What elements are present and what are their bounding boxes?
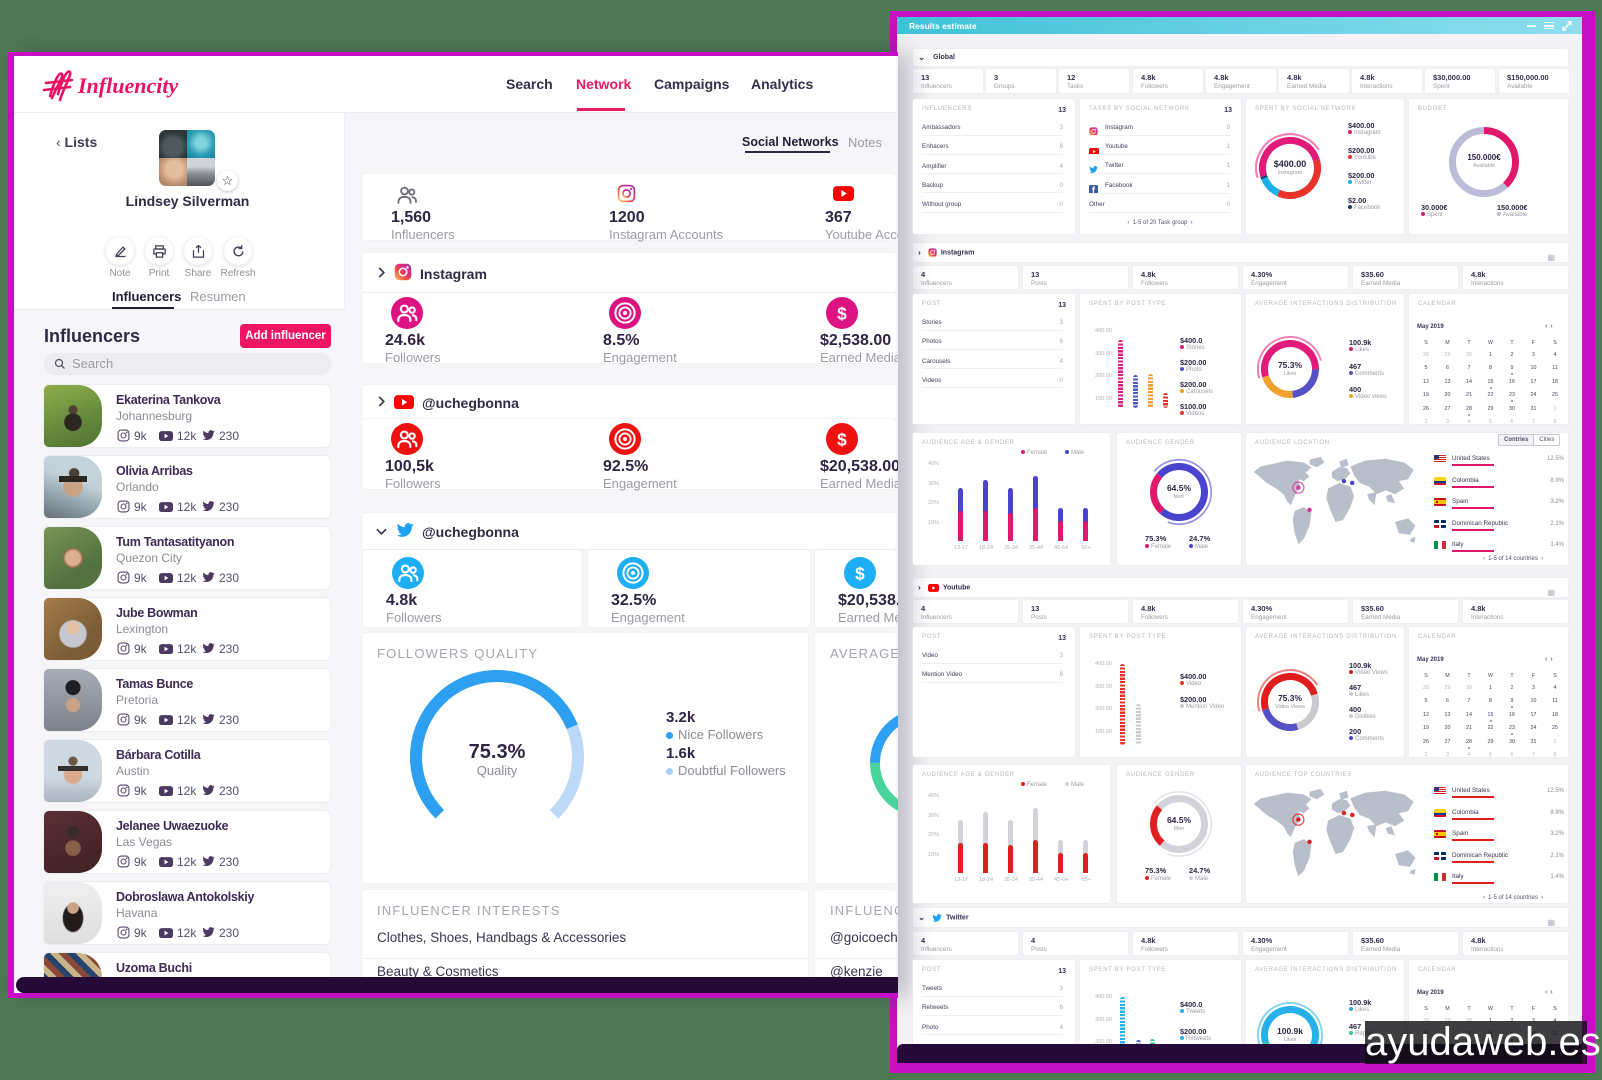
svg-text:$: $ bbox=[855, 564, 865, 584]
svg-text:Influencity: Influencity bbox=[77, 73, 178, 98]
svg-text:$: $ bbox=[837, 304, 847, 324]
svg-text:$: $ bbox=[837, 430, 847, 450]
